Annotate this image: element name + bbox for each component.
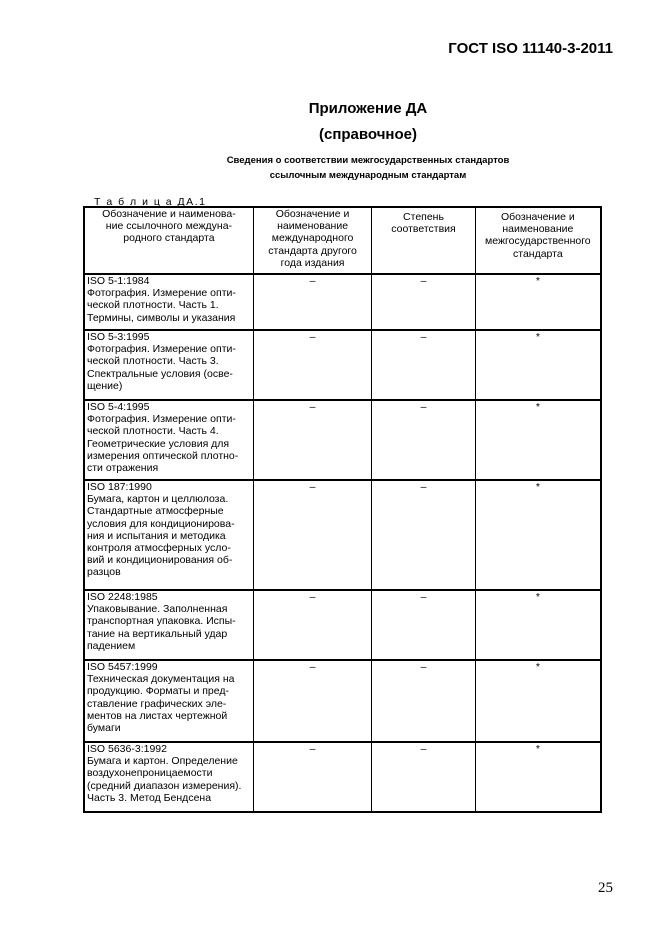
reference-standard-cell: ISO 187:1990 Бумага, картон и целлюлоза.… [83, 479, 254, 591]
other-edition-cell: – [252, 659, 373, 743]
other-edition-cell: – [252, 399, 373, 481]
table-header-row: Обозначение и наименова- ние ссылочного … [83, 206, 602, 275]
page-number: 25 [598, 880, 613, 896]
appendix-title: Приложение ДА [308, 100, 428, 117]
reference-standard-cell: ISO 5-4:1995 Фотография. Измерение опти-… [83, 399, 254, 481]
reference-standard-cell: ISO 5457:1999 Техническая документация н… [83, 659, 254, 743]
column-header: Обозначение и наименование межгосударств… [474, 206, 602, 275]
table-label: Т а б л и ц а ДА.1 [94, 196, 207, 208]
column-header: Обозначение и наименование международног… [252, 206, 373, 275]
degree-cell: – [371, 329, 476, 401]
table-row: ISO 187:1990 Бумага, картон и целлюлоза.… [83, 479, 602, 591]
degree-cell: – [371, 589, 476, 661]
document-id: ГОСТ ISO 11140-3-2011 [448, 40, 613, 57]
appendix-caption: Сведения о соответствии межгосударственн… [226, 155, 510, 181]
column-header: Степень соответствия [371, 206, 476, 275]
interstate-standard-cell: * [474, 479, 602, 591]
degree-cell: – [371, 479, 476, 591]
reference-standard-cell: ISO 5-3:1995 Фотография. Измерение опти-… [83, 329, 254, 401]
correspondence-table: Обозначение и наименова- ние ссылочного … [83, 206, 602, 813]
degree-cell: – [371, 659, 476, 743]
table-row: ISO 5-1:1984 Фотография. Измерение опти-… [83, 273, 602, 331]
other-edition-cell: – [252, 479, 373, 591]
degree-cell: – [371, 741, 476, 813]
table-row: ISO 5636-3:1992 Бумага и картон. Определ… [83, 741, 602, 813]
other-edition-cell: – [252, 741, 373, 813]
other-edition-cell: – [252, 329, 373, 401]
reference-standard-cell: ISO 5-1:1984 Фотография. Измерение опти-… [83, 273, 254, 331]
interstate-standard-cell: * [474, 399, 602, 481]
reference-standard-cell: ISO 2248:1985 Упаковывание. Заполненная … [83, 589, 254, 661]
interstate-standard-cell: * [474, 273, 602, 331]
interstate-standard-cell: * [474, 659, 602, 743]
degree-cell: – [371, 273, 476, 331]
table-row: ISO 5457:1999 Техническая документация н… [83, 659, 602, 743]
reference-standard-cell: ISO 5636-3:1992 Бумага и картон. Определ… [83, 741, 254, 813]
column-header: Обозначение и наименова- ние ссылочного … [83, 206, 254, 275]
interstate-standard-cell: * [474, 329, 602, 401]
interstate-standard-cell: * [474, 741, 602, 813]
table-row: ISO 5-3:1995 Фотография. Измерение опти-… [83, 329, 602, 401]
table-row: ISO 5-4:1995 Фотография. Измерение опти-… [83, 399, 602, 481]
other-edition-cell: – [252, 273, 373, 331]
table-row: ISO 2248:1985 Упаковывание. Заполненная … [83, 589, 602, 661]
interstate-standard-cell: * [474, 589, 602, 661]
appendix-subtitle: (справочное) [319, 126, 417, 143]
degree-cell: – [371, 399, 476, 481]
other-edition-cell: – [252, 589, 373, 661]
